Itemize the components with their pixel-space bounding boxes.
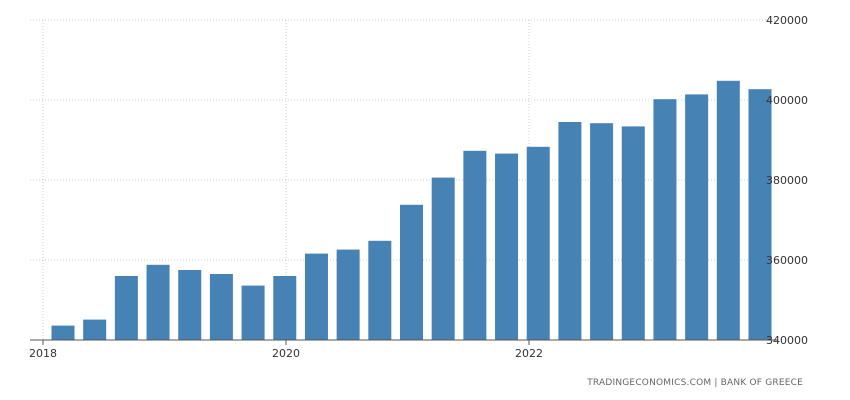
bar [304,253,328,340]
bar [51,325,75,340]
bar [748,89,772,340]
bar [400,204,423,340]
bar [526,146,550,340]
bar [336,249,360,340]
bar [146,264,170,340]
bar [273,276,297,340]
bar [463,150,487,340]
x-axis-ticks: 2018 2020 2022 [29,340,543,360]
bar [368,240,392,340]
bar [621,126,645,341]
y-tick-label: 340000 [766,334,808,347]
bar [114,276,138,340]
bar [590,123,614,340]
y-tick-label: 400000 [766,94,808,107]
bar [178,270,202,340]
y-tick-label: 380000 [766,174,808,187]
y-axis-ticks: 340000 360000 380000 400000 420000 [766,14,808,347]
x-tick-label: 2022 [515,347,543,360]
bar [209,274,233,340]
y-tick-label: 360000 [766,254,808,267]
bar [685,94,709,341]
bars [51,80,772,341]
y-tick-label: 420000 [766,14,808,27]
bar [241,285,265,340]
bar [716,80,740,341]
bar [653,99,677,340]
bar [558,122,582,340]
bar [495,153,519,340]
x-tick-label: 2020 [272,347,300,360]
bar [83,319,107,340]
x-tick-label: 2018 [29,347,57,360]
bar [431,177,455,340]
source-credit: TRADINGECONOMICS.COM | BANK OF GREECE [587,378,803,388]
